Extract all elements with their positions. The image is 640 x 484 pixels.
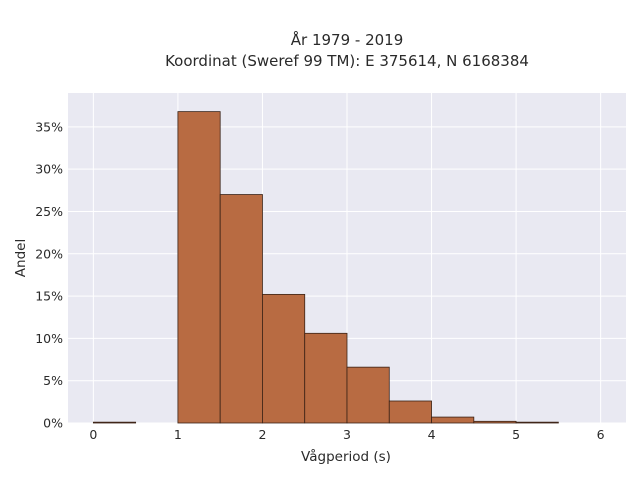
x-tick-label: 3 xyxy=(343,427,351,442)
histogram-bar-6 xyxy=(346,366,390,424)
y-tick-label: 5% xyxy=(43,373,63,388)
histogram-bar-2 xyxy=(177,111,221,424)
y-axis-title: Andel xyxy=(13,239,29,277)
chart-title-line-2: Koordinat (Sweref 99 TM): E 375614, N 61… xyxy=(165,52,529,70)
x-axis-ticks: 0 1 2 3 4 5 6 xyxy=(89,427,604,442)
y-tick-label: 15% xyxy=(35,289,63,304)
x-tick-label: 1 xyxy=(174,427,182,442)
histogram-bar-0 xyxy=(92,421,137,424)
y-tick-label: 25% xyxy=(35,204,63,219)
x-tick-label: 2 xyxy=(258,427,266,442)
histogram-bar-8 xyxy=(431,416,475,424)
x-tick-label: 6 xyxy=(597,427,605,442)
y-tick-label: 20% xyxy=(35,246,63,261)
histogram-bar-7 xyxy=(388,400,432,424)
y-tick-label: 0% xyxy=(43,416,63,431)
y-tick-label: 10% xyxy=(35,331,63,346)
histogram-bar-3 xyxy=(219,194,263,424)
y-tick-label: 30% xyxy=(35,162,63,177)
x-axis-title: Vågperiod (s) xyxy=(301,448,391,465)
x-tick-label: 4 xyxy=(428,427,436,442)
x-tick-label: 0 xyxy=(89,427,97,442)
y-tick-label: 35% xyxy=(35,119,63,134)
histogram-bar-5 xyxy=(304,332,348,424)
histogram-bar-9 xyxy=(473,420,517,424)
histogram-bar-4 xyxy=(262,293,306,424)
chart-title-line-1: År 1979 - 2019 xyxy=(291,30,404,49)
histogram-bar-10 xyxy=(515,421,559,424)
x-tick-label: 5 xyxy=(512,427,520,442)
histogram-bars xyxy=(92,111,559,424)
y-axis-ticks: 0% 5% 10% 15% 20% 25% 30% 35% xyxy=(35,119,63,430)
